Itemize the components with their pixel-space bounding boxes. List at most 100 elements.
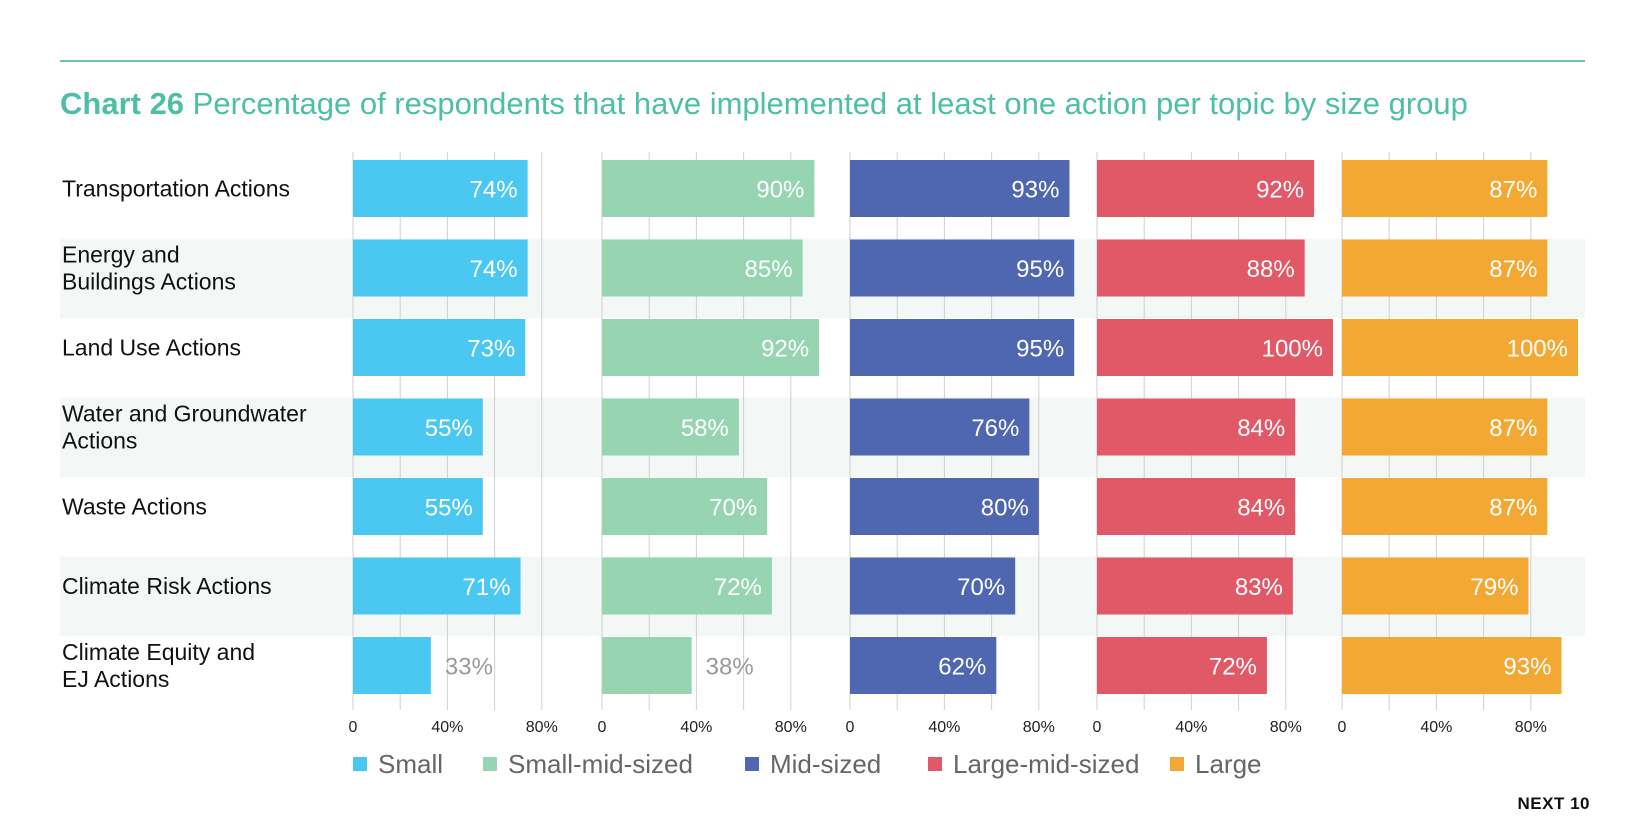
bar <box>1097 160 1315 217</box>
row-band <box>60 238 1585 318</box>
bar <box>1097 319 1333 376</box>
bar <box>850 557 1016 615</box>
bar <box>1342 160 1548 217</box>
chart-title: Chart 26 Percentage of respondents that … <box>60 86 1468 122</box>
chart-number: Chart 26 <box>60 86 185 121</box>
data-label: 71% <box>463 574 511 601</box>
brand-footer: NEXT 10 <box>1517 794 1590 813</box>
data-label: 84% <box>1237 415 1285 442</box>
data-label: 88% <box>1247 256 1295 283</box>
data-label: 87% <box>1489 415 1537 442</box>
tick-label: 0 <box>1093 719 1102 736</box>
data-label: 79% <box>1470 574 1518 601</box>
data-label: 84% <box>1237 495 1285 522</box>
tick-label: 80% <box>1023 719 1055 736</box>
bar <box>602 637 692 694</box>
data-label: 87% <box>1489 495 1537 522</box>
data-label: 70% <box>957 574 1005 601</box>
data-label: 72% <box>714 574 762 601</box>
data-label: 58% <box>681 415 729 442</box>
data-label: 95% <box>1016 336 1064 363</box>
tick-label: 40% <box>928 719 960 736</box>
tick-label: 40% <box>1175 719 1207 736</box>
tick-label: 0 <box>349 719 358 736</box>
bar <box>1097 398 1296 456</box>
data-label: 72% <box>1209 654 1257 681</box>
tick-label: 80% <box>1270 719 1302 736</box>
legend-swatch <box>1170 757 1184 771</box>
legend-swatch <box>353 757 367 771</box>
data-label: 55% <box>425 495 473 522</box>
bar <box>1342 478 1548 535</box>
data-label: 38% <box>706 654 754 681</box>
tick-label: 0 <box>846 719 855 736</box>
tick-label: 80% <box>1515 719 1547 736</box>
bar <box>602 478 768 535</box>
bar <box>1342 239 1548 297</box>
data-label: 83% <box>1235 574 1283 601</box>
data-label: 87% <box>1489 256 1537 283</box>
tick-label: 40% <box>431 719 463 736</box>
data-label: 74% <box>470 256 518 283</box>
bar <box>1097 557 1293 615</box>
row-band <box>60 556 1585 636</box>
category-label: Water and Groundwater Actions <box>62 401 307 454</box>
bar <box>602 319 820 376</box>
row-band <box>60 397 1585 477</box>
data-label: 76% <box>971 415 1019 442</box>
bar <box>1342 637 1562 694</box>
data-label: 80% <box>981 495 1029 522</box>
legend-swatch <box>928 757 942 771</box>
category-label: Energy and Buildings Actions <box>62 242 236 295</box>
legend-label: Large <box>1195 749 1262 779</box>
bar <box>602 239 803 297</box>
bar <box>353 319 526 376</box>
category-label: Transportation Actions <box>62 176 290 202</box>
bar <box>1342 319 1578 376</box>
bar <box>353 160 528 217</box>
bar <box>353 478 483 535</box>
data-label: 92% <box>761 336 809 363</box>
data-label: 55% <box>425 415 473 442</box>
legend-swatch <box>745 757 759 771</box>
bar <box>850 239 1075 297</box>
bar <box>850 319 1075 376</box>
bar <box>1097 637 1267 694</box>
tick-label: 80% <box>775 719 807 736</box>
legend-swatch <box>483 757 497 771</box>
category-label: Climate Risk Actions <box>62 573 272 599</box>
category-label: Climate Equity and EJ Actions <box>62 639 255 692</box>
data-label: 87% <box>1489 177 1537 204</box>
bar <box>1342 557 1529 615</box>
bar <box>353 557 521 615</box>
data-label: 93% <box>1011 177 1059 204</box>
data-label: 92% <box>1256 177 1304 204</box>
bar <box>850 637 997 694</box>
bar <box>602 557 772 615</box>
bar <box>602 160 815 217</box>
bar <box>850 398 1030 456</box>
data-label: 90% <box>756 177 804 204</box>
bar <box>1097 478 1296 535</box>
legend-label: Mid-sized <box>770 749 881 779</box>
category-label: Waste Actions <box>62 494 207 520</box>
bar <box>1342 398 1548 456</box>
bar <box>353 398 483 456</box>
category-label: Land Use Actions <box>62 335 241 361</box>
bar <box>602 398 739 456</box>
tick-label: 0 <box>598 719 607 736</box>
data-label: 95% <box>1016 256 1064 283</box>
data-label: 85% <box>745 256 793 283</box>
bar <box>353 239 528 297</box>
tick-label: 80% <box>526 719 558 736</box>
bar <box>850 160 1070 217</box>
legend-label: Small-mid-sized <box>508 749 693 779</box>
tick-label: 40% <box>1420 719 1452 736</box>
legend-label: Large-mid-sized <box>953 749 1139 779</box>
data-label: 93% <box>1503 654 1551 681</box>
tick-label: 0 <box>1338 719 1347 736</box>
data-label: 100% <box>1262 336 1323 363</box>
chart-title-text: Percentage of respondents that have impl… <box>192 86 1468 121</box>
data-label: 73% <box>467 336 515 363</box>
